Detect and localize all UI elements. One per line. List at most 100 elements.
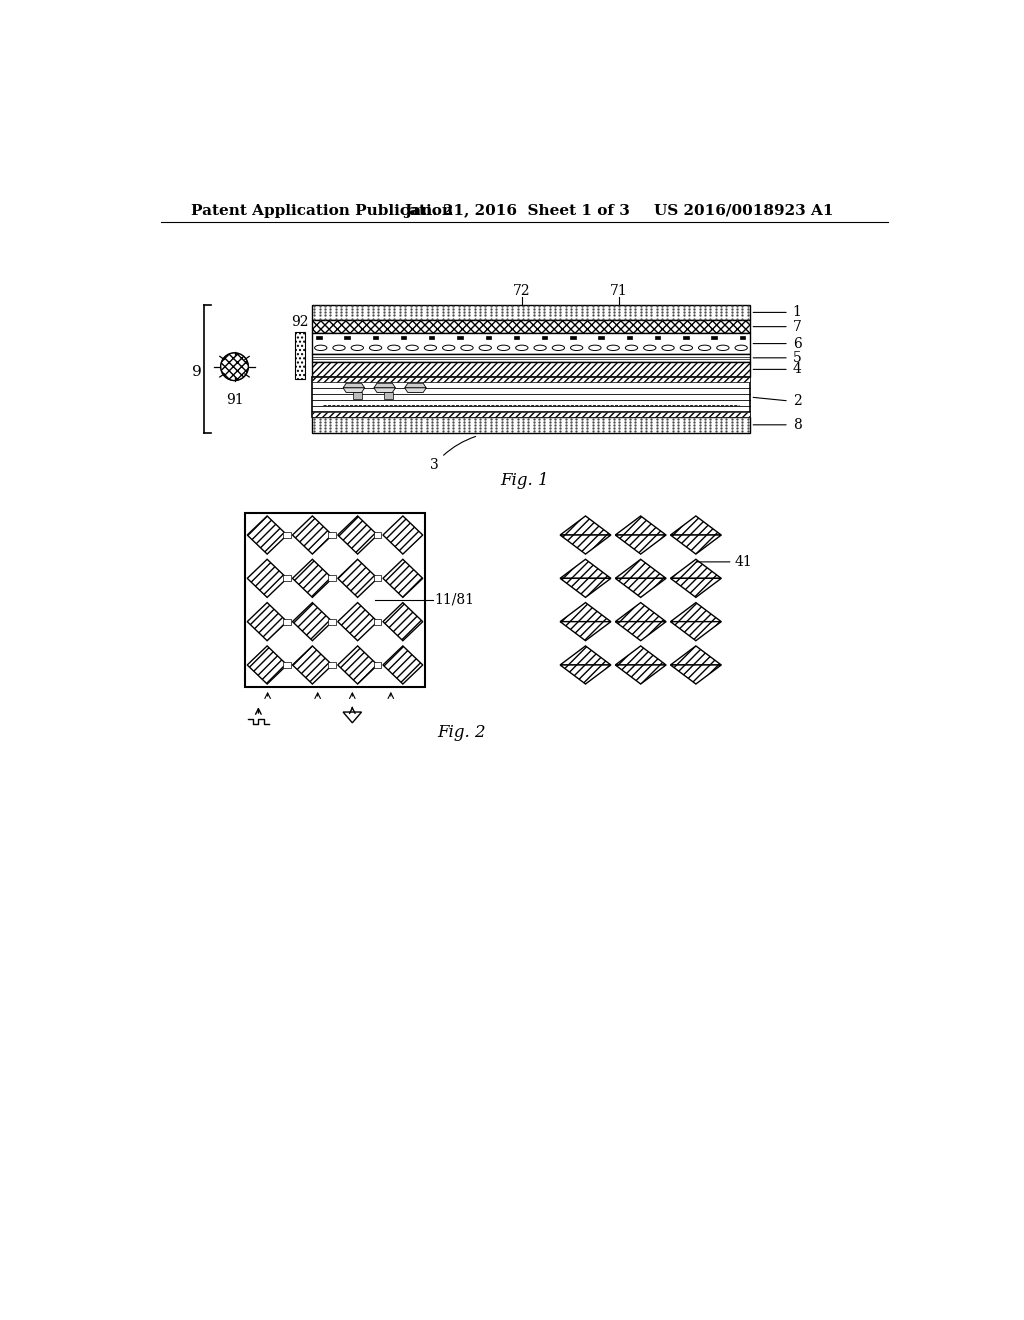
Text: 9: 9: [193, 366, 202, 379]
Polygon shape: [560, 603, 611, 622]
Text: 41: 41: [734, 554, 752, 569]
Text: 11/81: 11/81: [435, 593, 475, 607]
Text: 5: 5: [793, 351, 802, 364]
Text: 7: 7: [793, 319, 802, 334]
Bar: [284, 576, 291, 581]
Ellipse shape: [498, 345, 510, 351]
Polygon shape: [615, 578, 666, 598]
Text: 71: 71: [610, 284, 628, 298]
Ellipse shape: [607, 345, 620, 351]
Polygon shape: [615, 603, 666, 622]
Ellipse shape: [516, 345, 528, 351]
Polygon shape: [615, 516, 666, 535]
Polygon shape: [404, 383, 426, 388]
Bar: [627, 335, 632, 339]
Bar: [329, 661, 336, 668]
Polygon shape: [615, 665, 666, 684]
Polygon shape: [293, 603, 332, 640]
Ellipse shape: [351, 345, 364, 351]
Polygon shape: [560, 622, 611, 640]
Polygon shape: [247, 603, 287, 640]
Ellipse shape: [735, 345, 748, 351]
Polygon shape: [560, 665, 611, 684]
Bar: [245, 513, 425, 686]
Bar: [344, 335, 350, 339]
Bar: [739, 335, 745, 339]
Bar: [311, 354, 751, 362]
Bar: [429, 335, 434, 339]
Polygon shape: [338, 516, 378, 554]
Ellipse shape: [424, 345, 436, 351]
Polygon shape: [560, 645, 611, 665]
Text: 92: 92: [291, 315, 308, 330]
Ellipse shape: [534, 345, 546, 351]
Text: Fig. 2: Fig. 2: [437, 725, 486, 742]
Bar: [384, 392, 393, 399]
Polygon shape: [338, 603, 378, 640]
Ellipse shape: [333, 345, 345, 351]
Polygon shape: [671, 516, 721, 535]
Bar: [316, 335, 322, 339]
Polygon shape: [383, 603, 423, 640]
Polygon shape: [293, 560, 332, 598]
Polygon shape: [343, 383, 365, 388]
Bar: [329, 532, 336, 539]
Ellipse shape: [626, 345, 638, 351]
Polygon shape: [560, 535, 611, 554]
Circle shape: [220, 352, 249, 380]
Bar: [329, 576, 336, 581]
Polygon shape: [343, 388, 365, 392]
Polygon shape: [338, 560, 378, 598]
Polygon shape: [293, 645, 332, 684]
Ellipse shape: [644, 345, 656, 351]
Polygon shape: [374, 388, 395, 392]
Polygon shape: [671, 665, 721, 684]
Text: 8: 8: [793, 418, 802, 432]
Bar: [542, 335, 548, 339]
Ellipse shape: [370, 345, 382, 351]
Polygon shape: [343, 711, 361, 723]
Bar: [514, 335, 519, 339]
Bar: [485, 335, 490, 339]
Polygon shape: [383, 516, 423, 554]
Text: Jan. 21, 2016  Sheet 1 of 3: Jan. 21, 2016 Sheet 1 of 3: [403, 203, 630, 218]
Bar: [311, 412, 751, 417]
Polygon shape: [615, 622, 666, 640]
Bar: [598, 335, 604, 339]
Ellipse shape: [406, 345, 419, 351]
Bar: [353, 392, 362, 399]
Bar: [295, 331, 305, 379]
Polygon shape: [671, 578, 721, 598]
Polygon shape: [247, 645, 287, 684]
Bar: [655, 335, 660, 339]
Text: 72: 72: [513, 284, 531, 298]
Bar: [373, 335, 378, 339]
Bar: [712, 335, 717, 339]
Text: Fig. 1: Fig. 1: [501, 471, 549, 488]
Text: 2: 2: [793, 393, 802, 408]
Ellipse shape: [570, 345, 583, 351]
Ellipse shape: [442, 345, 455, 351]
Bar: [374, 661, 381, 668]
Bar: [311, 378, 751, 417]
Bar: [311, 378, 751, 383]
Ellipse shape: [388, 345, 400, 351]
Text: 3: 3: [430, 437, 475, 471]
Ellipse shape: [589, 345, 601, 351]
Bar: [683, 335, 688, 339]
Polygon shape: [615, 645, 666, 665]
Polygon shape: [671, 645, 721, 665]
Polygon shape: [560, 560, 611, 578]
Polygon shape: [383, 560, 423, 598]
Bar: [374, 532, 381, 539]
Bar: [374, 619, 381, 624]
Text: 6: 6: [793, 337, 802, 351]
Bar: [311, 362, 751, 378]
Polygon shape: [404, 388, 426, 392]
Bar: [284, 532, 291, 539]
Polygon shape: [615, 535, 666, 554]
Bar: [311, 305, 751, 321]
Ellipse shape: [461, 345, 473, 351]
Polygon shape: [338, 645, 378, 684]
Polygon shape: [383, 645, 423, 684]
